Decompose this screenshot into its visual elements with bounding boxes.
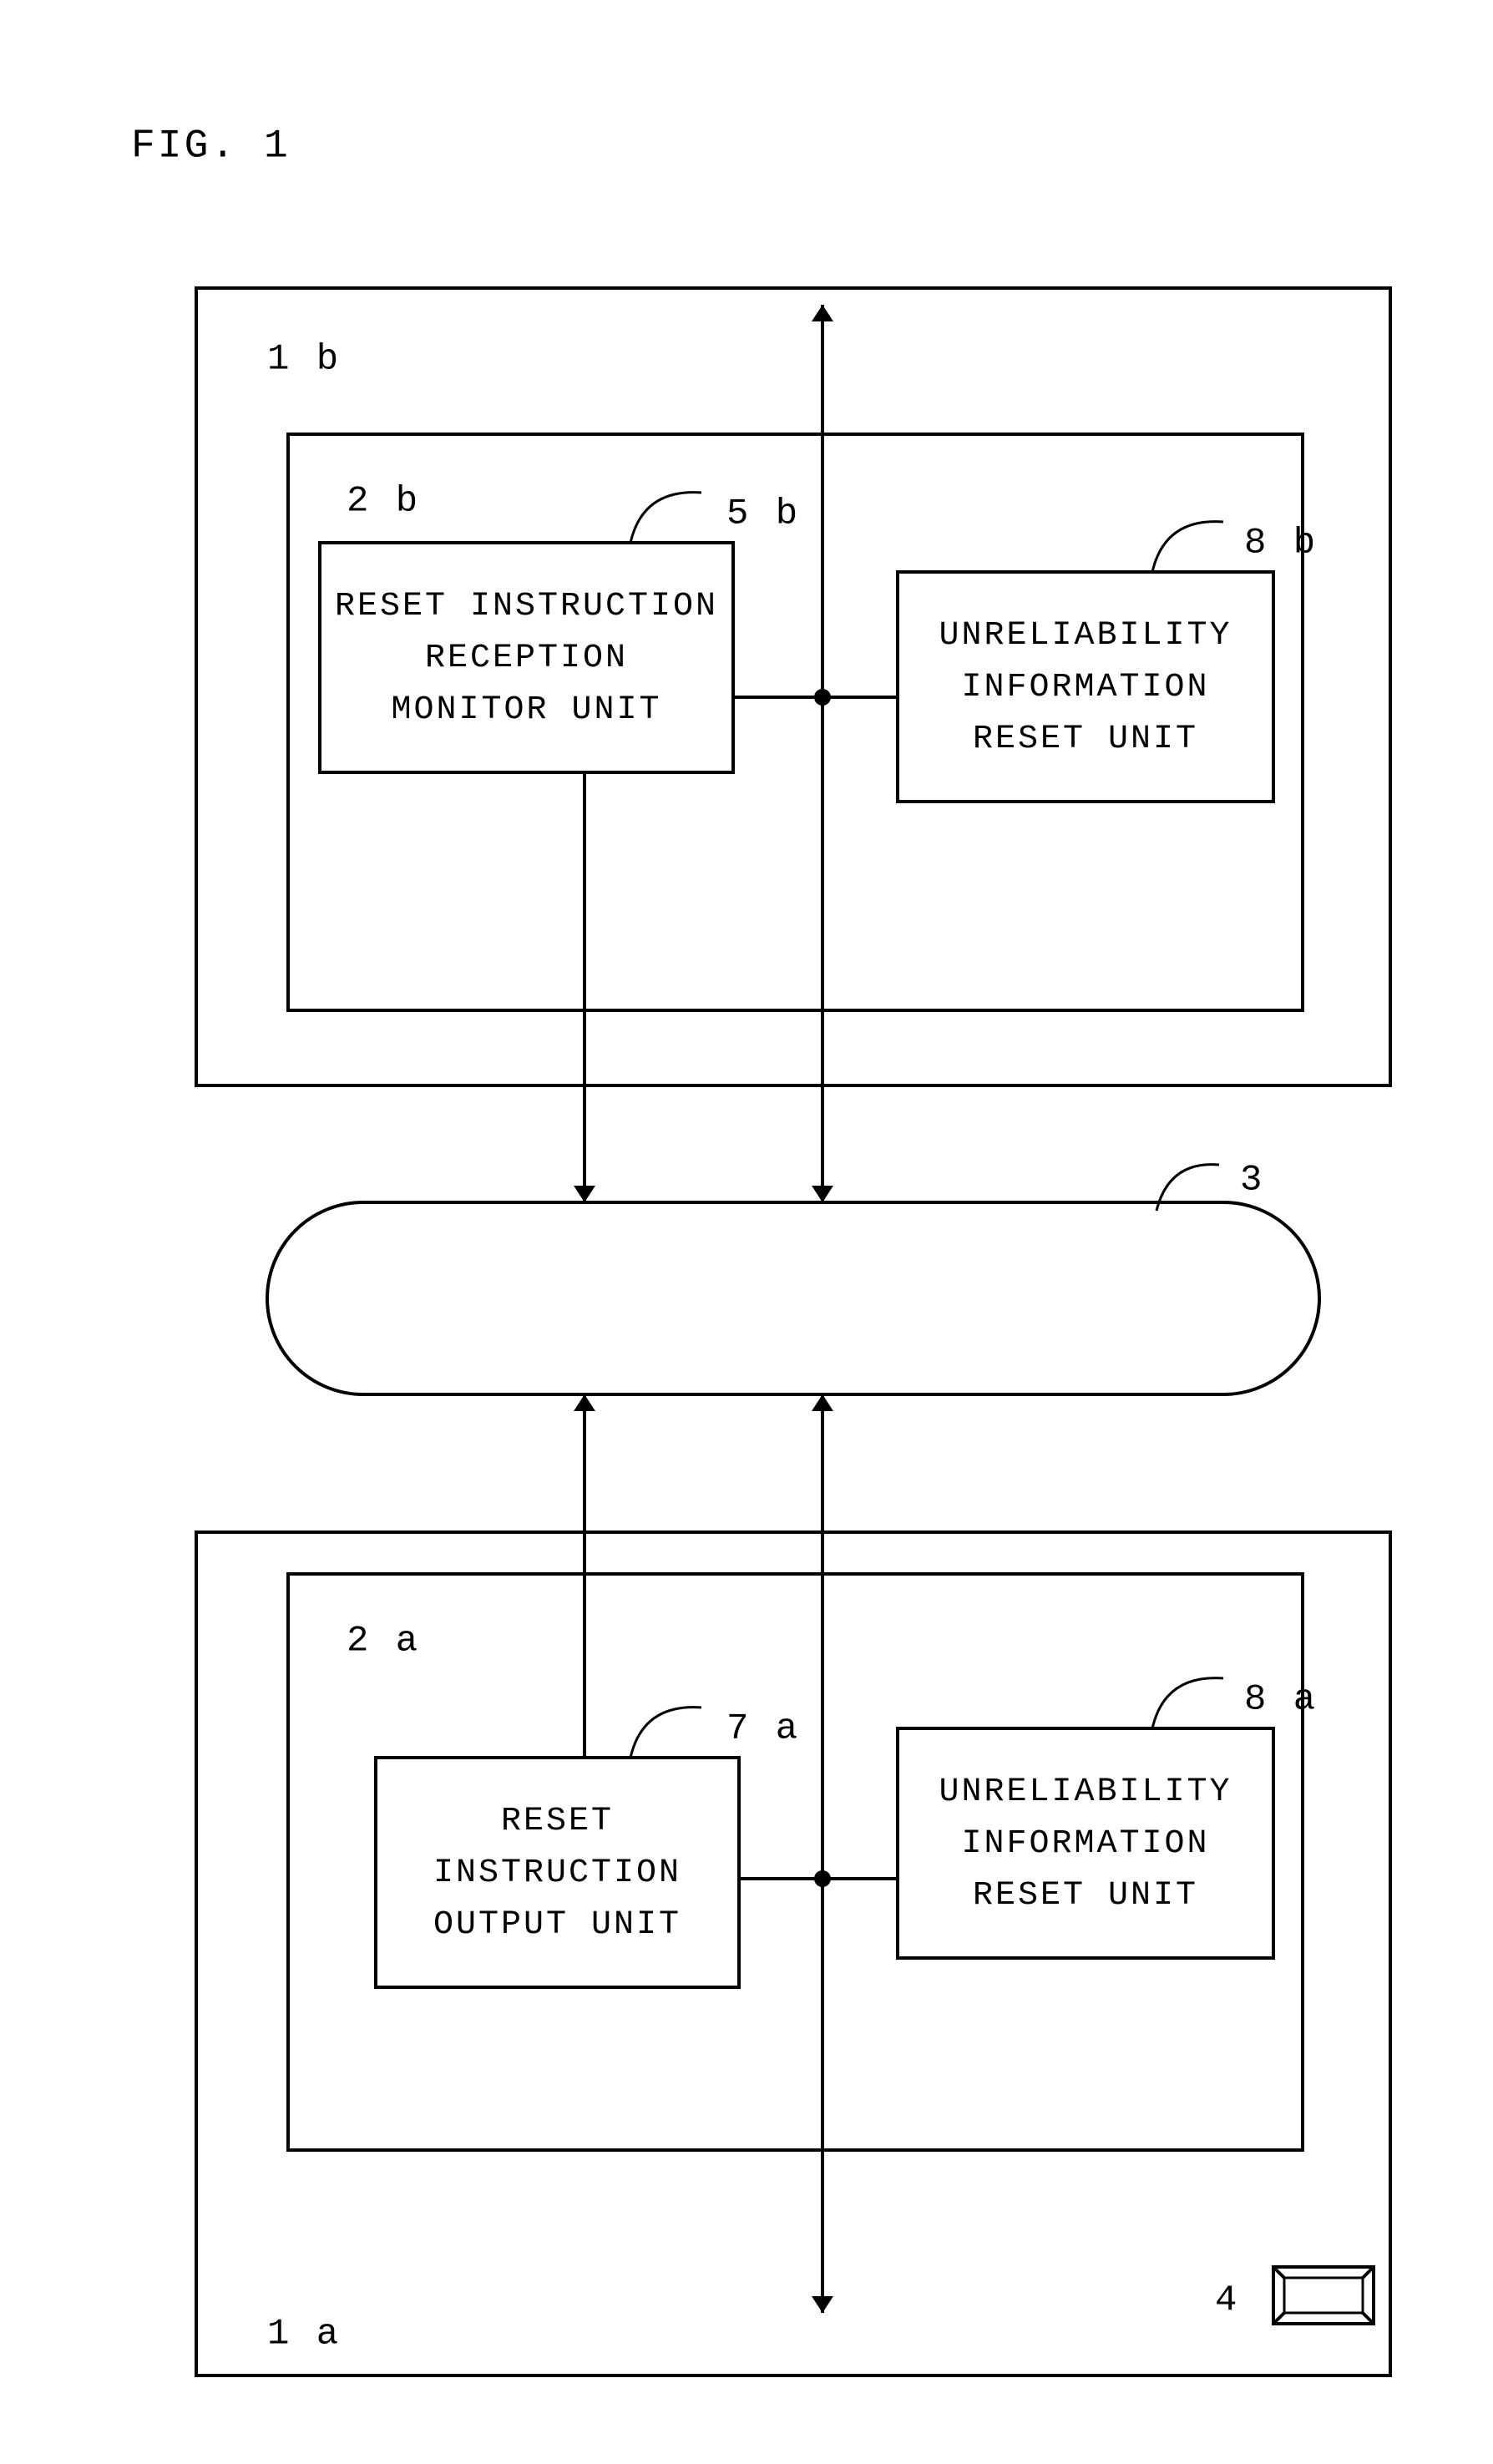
block-5b-text: RESET INSTRUCTION [335, 588, 718, 625]
ref-7a: 7 a [726, 1708, 800, 1750]
figure-title: FIG. 1 [131, 124, 291, 169]
leader-8b [1152, 522, 1223, 572]
ref-8b: 8 b [1244, 523, 1318, 564]
leader-7a [630, 1708, 701, 1758]
arrowhead-down [812, 1186, 833, 1202]
ref-8a: 8 a [1244, 1679, 1318, 1721]
block-5b-text: MONITOR UNIT [391, 691, 661, 729]
ref-2b: 2 b [347, 481, 420, 523]
box-4-inner [1284, 2278, 1363, 2313]
ref-4: 4 [1215, 2280, 1239, 2322]
bus-3 [267, 1202, 1319, 1394]
leader-8a [1152, 1678, 1223, 1728]
block-8a-text: UNRELIABILITY [939, 1773, 1232, 1811]
block-8a-text: RESET UNIT [973, 1877, 1198, 1915]
block-8b-text: RESET UNIT [973, 721, 1198, 758]
arrowhead-down [574, 1186, 595, 1202]
ref-1b: 1 b [267, 339, 341, 381]
block-8a-text: INFORMATION [961, 1825, 1209, 1863]
block-7a-text: INSTRUCTION [433, 1854, 681, 1892]
container-1b [196, 288, 1390, 1085]
ref-1a: 1 a [267, 2314, 341, 2355]
junction-dot [814, 1870, 831, 1887]
ref-3: 3 [1240, 1160, 1264, 1202]
arrowhead-up [574, 1394, 595, 1411]
block-7a-text: OUTPUT UNIT [433, 1906, 681, 1944]
box-4-outer [1273, 2267, 1374, 2324]
ref-5b: 5 b [726, 493, 800, 535]
ref-2a: 2 a [347, 1621, 420, 1662]
block-7a-text: RESET [501, 1803, 614, 1840]
leader-5b [630, 493, 701, 543]
arrowhead-up [812, 1394, 833, 1411]
arrowhead-down [812, 2296, 833, 2313]
junction-dot [814, 689, 831, 706]
block-5b-text: RECEPTION [425, 640, 628, 677]
block-8b-text: UNRELIABILITY [939, 617, 1232, 655]
block-8b-text: INFORMATION [961, 669, 1209, 706]
arrowhead-up [812, 305, 833, 321]
